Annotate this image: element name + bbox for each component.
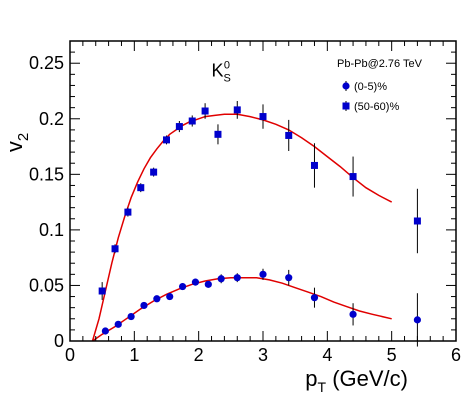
circle-point — [101, 327, 109, 335]
square-point — [233, 106, 241, 114]
circle-point — [259, 270, 267, 278]
legend-header: Pb-Pb@2.76 TeV — [337, 58, 423, 70]
circle-point — [114, 320, 122, 328]
legend-circle-marker — [342, 82, 350, 90]
x-axis-title: pT (GeV/c) — [305, 366, 408, 395]
y-axis-title: v2 — [2, 133, 32, 152]
particle-label: KS0 — [212, 60, 231, 85]
legend: Pb-Pb@2.76 TeV (0-5)% (50-60)% — [337, 58, 423, 113]
circle-point — [204, 280, 212, 288]
legend-label: (0-5)% — [354, 81, 387, 93]
square-point — [150, 168, 158, 176]
y-tick-label: 0.05 — [29, 275, 64, 295]
circle-point — [153, 295, 161, 303]
square-point — [137, 184, 145, 192]
legend-square-marker — [342, 102, 350, 110]
y-tick-label: 0 — [54, 331, 64, 351]
x-tick-label: 2 — [194, 345, 204, 365]
square-point — [98, 287, 106, 295]
circle-point — [127, 312, 135, 321]
circle-point — [413, 316, 421, 324]
square-point — [175, 123, 183, 131]
square-point — [124, 208, 132, 216]
error-bars — [101, 101, 418, 347]
y-tick-label: 0.25 — [29, 53, 64, 73]
axis-ticks — [69, 40, 457, 342]
square-point — [285, 131, 293, 139]
square-point — [310, 161, 318, 169]
x-tick-label: 4 — [322, 345, 332, 365]
square-point — [188, 117, 196, 125]
square-point — [413, 217, 421, 225]
circle-point — [310, 294, 319, 302]
x-tick-label: 1 — [129, 345, 139, 365]
circle-point — [233, 274, 241, 282]
x-tick-label: 0 — [65, 345, 75, 365]
legend-label: (50-60)% — [354, 101, 399, 113]
circle-point — [166, 292, 174, 301]
circle-point — [217, 275, 225, 283]
fit-curves — [91, 113, 393, 342]
tick-labels: 0 1 2 3 4 5 6 0 0.05 0.1 0.15 0.2 0.25 — [29, 53, 461, 365]
x-tick-label: 6 — [451, 345, 461, 365]
circle-point — [178, 282, 187, 291]
y-tick-label: 0.2 — [39, 109, 64, 129]
fit-curve — [92, 276, 392, 342]
circle-point — [349, 310, 357, 318]
x-tick-label: 5 — [387, 345, 397, 365]
square-point — [349, 173, 357, 181]
square-point — [259, 113, 267, 121]
square-point — [163, 136, 170, 144]
y-tick-label: 0.1 — [39, 220, 64, 240]
circle-point — [140, 301, 148, 310]
square-point — [111, 245, 119, 253]
plot-frame — [69, 40, 457, 342]
y-tick-label: 0.15 — [29, 164, 64, 184]
square-point — [201, 107, 209, 115]
square-point — [214, 130, 222, 138]
data-points — [98, 106, 421, 335]
circle-point — [191, 278, 200, 286]
circle-point — [285, 274, 293, 282]
x-tick-label: 3 — [258, 345, 268, 365]
